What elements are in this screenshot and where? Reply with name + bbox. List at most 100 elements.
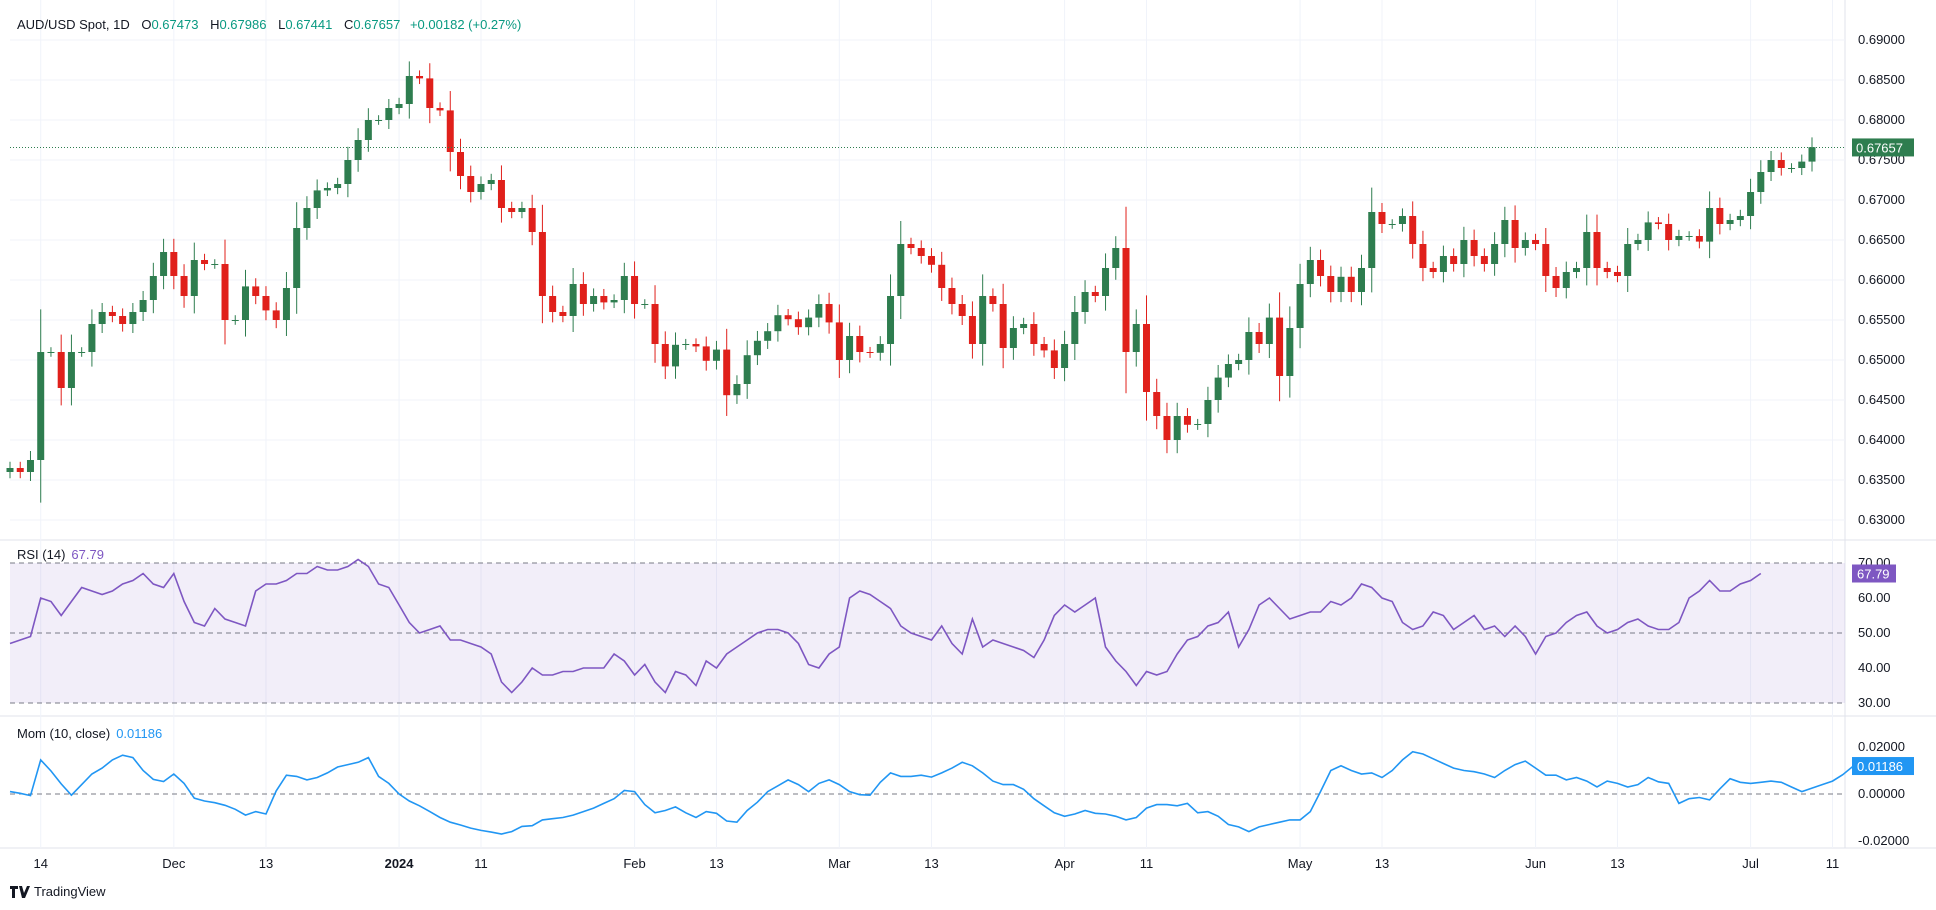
candle[interactable] xyxy=(1583,214,1591,286)
candle[interactable] xyxy=(477,176,485,200)
candle[interactable] xyxy=(119,308,127,332)
candle[interactable] xyxy=(1736,209,1744,227)
candle[interactable] xyxy=(1235,353,1243,371)
candle[interactable] xyxy=(569,268,577,332)
candle[interactable] xyxy=(1675,229,1683,247)
candle[interactable] xyxy=(211,259,219,269)
candle[interactable] xyxy=(1040,336,1048,358)
candle[interactable] xyxy=(1777,152,1785,176)
candle[interactable] xyxy=(835,304,843,378)
candle[interactable] xyxy=(1685,231,1693,241)
candle[interactable] xyxy=(631,261,639,319)
candle[interactable] xyxy=(160,238,168,290)
candle[interactable] xyxy=(1450,248,1458,272)
candle[interactable] xyxy=(1521,232,1529,256)
candle[interactable] xyxy=(794,311,802,335)
candle[interactable] xyxy=(1378,203,1386,233)
candle[interactable] xyxy=(897,221,905,319)
candle[interactable] xyxy=(620,262,628,314)
candle[interactable] xyxy=(1286,306,1294,398)
candle[interactable] xyxy=(999,283,1007,369)
candle[interactable] xyxy=(825,292,833,334)
candle[interactable] xyxy=(1593,214,1601,286)
candle[interactable] xyxy=(1398,208,1406,232)
candle[interactable] xyxy=(426,63,434,124)
candle[interactable] xyxy=(446,91,454,172)
candle[interactable] xyxy=(702,336,710,371)
candle[interactable] xyxy=(907,237,915,255)
candle[interactable] xyxy=(1613,265,1621,283)
candle[interactable] xyxy=(6,461,14,479)
candle[interactable] xyxy=(508,201,516,219)
candle[interactable] xyxy=(1706,191,1714,259)
candle[interactable] xyxy=(1798,154,1806,176)
candle[interactable] xyxy=(1460,226,1468,278)
candle[interactable] xyxy=(1552,267,1560,297)
candle[interactable] xyxy=(272,302,280,329)
candle[interactable] xyxy=(354,128,362,172)
candle[interactable] xyxy=(1358,254,1365,306)
candle[interactable] xyxy=(1542,228,1550,292)
candle[interactable] xyxy=(221,239,229,345)
candle[interactable] xyxy=(1347,266,1355,303)
candle[interactable] xyxy=(1480,248,1488,272)
candle[interactable] xyxy=(1501,206,1509,258)
candle[interactable] xyxy=(1183,408,1191,433)
candle[interactable] xyxy=(1265,303,1273,359)
candle[interactable] xyxy=(1050,339,1058,379)
candle[interactable] xyxy=(989,288,997,312)
candle[interactable] xyxy=(334,177,342,195)
candle[interactable] xyxy=(764,323,772,349)
candle[interactable] xyxy=(979,274,987,366)
candle[interactable] xyxy=(805,309,813,336)
candle[interactable] xyxy=(1757,160,1765,204)
candle[interactable] xyxy=(1644,211,1652,251)
candle[interactable] xyxy=(344,146,352,198)
candle[interactable] xyxy=(672,332,680,379)
candle[interactable] xyxy=(457,138,464,190)
candle[interactable] xyxy=(549,285,557,323)
candle[interactable] xyxy=(1163,402,1171,454)
candle[interactable] xyxy=(190,242,198,314)
candle[interactable] xyxy=(108,305,116,323)
candle[interactable] xyxy=(436,102,444,117)
candle[interactable] xyxy=(1009,316,1017,360)
candle[interactable] xyxy=(1429,261,1437,279)
candle[interactable] xyxy=(1562,261,1570,299)
candle[interactable] xyxy=(958,295,966,325)
candle[interactable] xyxy=(170,238,178,290)
candle[interactable] xyxy=(1665,213,1673,251)
candle[interactable] xyxy=(692,338,700,353)
candle[interactable] xyxy=(1808,137,1816,172)
candle[interactable] xyxy=(1194,418,1202,430)
candle[interactable] xyxy=(641,299,649,309)
candle[interactable] xyxy=(1153,378,1161,430)
candle[interactable] xyxy=(815,294,823,328)
candle[interactable] xyxy=(303,196,311,240)
candle[interactable] xyxy=(88,309,96,367)
candle[interactable] xyxy=(47,347,55,357)
candle[interactable] xyxy=(610,294,618,309)
candle[interactable] xyxy=(733,375,741,404)
candle[interactable] xyxy=(1142,295,1150,421)
candle[interactable] xyxy=(98,303,106,333)
candle[interactable] xyxy=(1603,261,1611,279)
candle[interactable] xyxy=(1788,163,1796,173)
candle[interactable] xyxy=(67,334,75,406)
candle[interactable] xyxy=(1409,201,1417,259)
candle[interactable] xyxy=(856,325,864,363)
candle[interactable] xyxy=(1071,296,1079,360)
candle[interactable] xyxy=(1337,266,1345,303)
candle[interactable] xyxy=(1296,263,1304,349)
momentum-pane[interactable] xyxy=(9,750,1895,835)
candle[interactable] xyxy=(846,322,854,374)
candle[interactable] xyxy=(917,240,925,264)
candle[interactable] xyxy=(661,331,669,380)
candle[interactable] xyxy=(1132,309,1140,367)
candle[interactable] xyxy=(1439,245,1447,283)
candle[interactable] xyxy=(1716,197,1724,235)
candle[interactable] xyxy=(559,305,567,323)
candle[interactable] xyxy=(1255,323,1263,353)
candle[interactable] xyxy=(1112,236,1120,280)
candle[interactable] xyxy=(774,304,782,342)
